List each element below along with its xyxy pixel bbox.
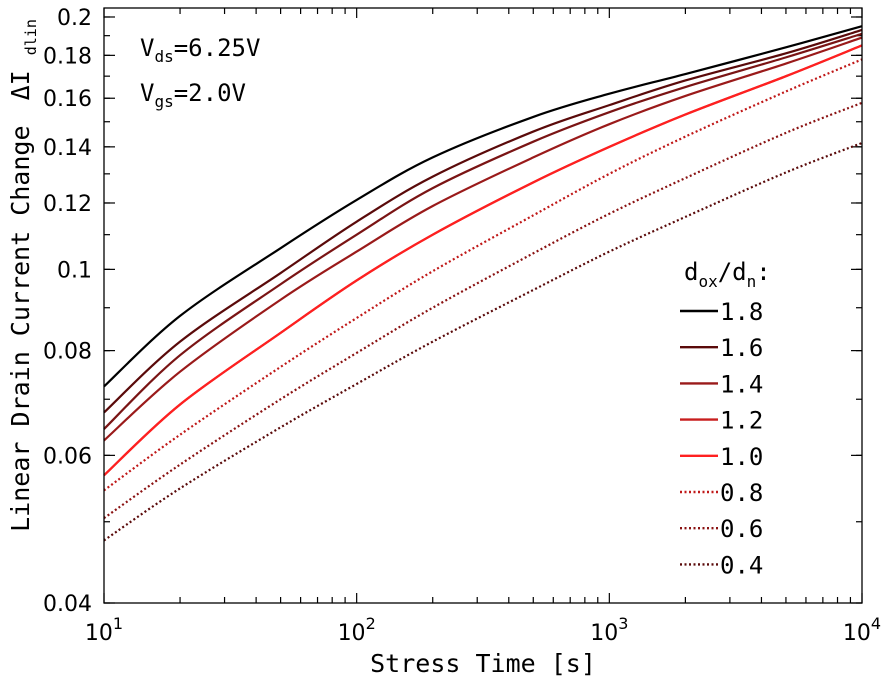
y-axis-title-subscript: dlin	[22, 19, 40, 55]
x-tick-label: 104	[843, 614, 881, 646]
y-tick-label: 0.16	[43, 87, 92, 112]
x-axis-title: Stress Time [s]	[370, 649, 596, 678]
legend-label: 0.8	[720, 479, 763, 507]
y-axis-title-symbol: ΔI	[6, 70, 35, 100]
condition-annotation: Vds=6.25V	[140, 34, 260, 66]
legend-label: 1.2	[720, 407, 763, 435]
series-line-1-8	[103, 25, 863, 388]
legend: dox/dn: 1.8 1.6 1.4 1.2 1.0 0.8 0.6 0.4	[680, 258, 771, 579]
series-layer	[103, 25, 863, 542]
series-line-0-4	[103, 141, 863, 542]
series-line-0-6	[103, 101, 863, 520]
x-tick-label: 103	[590, 614, 628, 646]
legend-label: 1.8	[720, 298, 763, 326]
legend-label: 1.4	[720, 370, 763, 398]
legend-label: 0.4	[720, 551, 763, 579]
tick-labels: 101 102 103 104 0.04 0.06 0.08 0.1 0.12 0.14 0.16 0…	[43, 6, 881, 646]
legend-label: 0.6	[720, 515, 763, 543]
legend-label: 1.6	[720, 334, 763, 362]
y-tick-label: 0.12	[43, 192, 92, 217]
series-line-0-8	[103, 58, 863, 492]
y-tick-label: 0.08	[43, 340, 92, 365]
y-axis-title-text: Linear Drain Current Change	[6, 125, 35, 531]
series-line-1-4	[103, 36, 863, 442]
x-tick-label: 102	[338, 614, 376, 646]
y-tick-label: 0.1	[57, 258, 92, 283]
axis-ticks	[103, 8, 863, 604]
y-axis-title: Linear Drain Current Change ΔI dlin	[6, 19, 40, 532]
y-tick-label: 0.18	[43, 44, 92, 69]
x-tick-label: 101	[85, 614, 123, 646]
series-line-1-0	[103, 44, 863, 477]
series-line-1-6--b-	[103, 32, 863, 430]
y-tick-label: 0.06	[43, 444, 92, 469]
condition-annotations: Vds=6.25V Vgs=2.0V	[140, 34, 260, 111]
legend-title: dox/dn:	[684, 258, 771, 291]
condition-annotation: Vgs=2.0V	[140, 79, 246, 111]
series-line-1-6	[103, 28, 863, 414]
plot-frame	[103, 7, 863, 604]
svg-text:Linear Drain Current Change: Linear Drain Current Change ΔI dlin	[6, 19, 40, 532]
y-tick-label: 0.14	[43, 136, 92, 161]
legend-label: 1.0	[720, 443, 763, 471]
y-tick-label: 0.2	[57, 6, 92, 31]
y-tick-label: 0.04	[43, 592, 92, 617]
